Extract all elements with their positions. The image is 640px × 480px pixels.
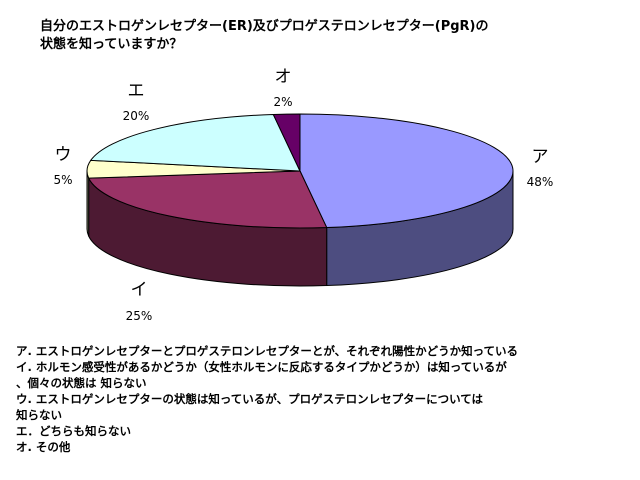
slice-category-label-1: イ bbox=[131, 280, 148, 300]
legend: ア. エストロゲンレセプターとプロゲステロンレセプターとが、それぞれ陽性かどうか… bbox=[16, 343, 626, 455]
pie-slice-1 bbox=[87, 170, 328, 229]
chart-title-line-2: 状態を知っていますか？ bbox=[40, 37, 183, 52]
legend-line-a: ア. エストロゲンレセプターとプロゲステロンレセプターとが、それぞれ陽性かどうか… bbox=[16, 344, 519, 358]
slice-category-label-2: ウ bbox=[55, 145, 72, 165]
slice-category-label-3: エ bbox=[128, 81, 145, 101]
chart-title-line-1: 自分のエストロゲンレセプター(ER)及びプロゲステロンレセプター(PgR)の bbox=[40, 19, 489, 34]
legend-line-i-cont: 、個々の状態は 知らない bbox=[16, 376, 147, 390]
pie-slice-0 bbox=[299, 113, 514, 229]
slice-value-label-4: 2% bbox=[273, 95, 292, 109]
slice-value-label-1: 25% bbox=[126, 309, 153, 323]
legend-line-i: イ. ホルモン感受性があるかどうか（女性ホルモンに反応するタイプかどうか）は知っ… bbox=[16, 360, 507, 374]
pie-slice-3 bbox=[89, 113, 301, 172]
legend-line-e: エ．どちらも知らない bbox=[16, 424, 131, 438]
pie-chart: ア 48% イ 25% ウ 5% エ 20% オ 2% bbox=[53, 67, 554, 323]
slice-value-label-0: 48% bbox=[527, 175, 554, 189]
pie-side-2 bbox=[86, 170, 90, 237]
slice-category-label-0: ア bbox=[532, 147, 549, 167]
slice-value-label-3: 20% bbox=[123, 109, 150, 123]
slice-value-label-2: 5% bbox=[53, 173, 72, 187]
slice-category-label-4: オ bbox=[275, 67, 292, 87]
legend-line-u: ウ. エストロゲンレセプターの状態は知っているが、プロゲステロンレセプターについ… bbox=[16, 392, 483, 406]
chart-title: 自分のエストロゲンレセプター(ER)及びプロゲステロンレセプター(PgR)の 状… bbox=[40, 18, 600, 54]
legend-line-u-cont: 知らない bbox=[16, 408, 62, 422]
legend-line-o: オ. その他 bbox=[16, 440, 71, 454]
pie-slice-4 bbox=[272, 113, 301, 172]
